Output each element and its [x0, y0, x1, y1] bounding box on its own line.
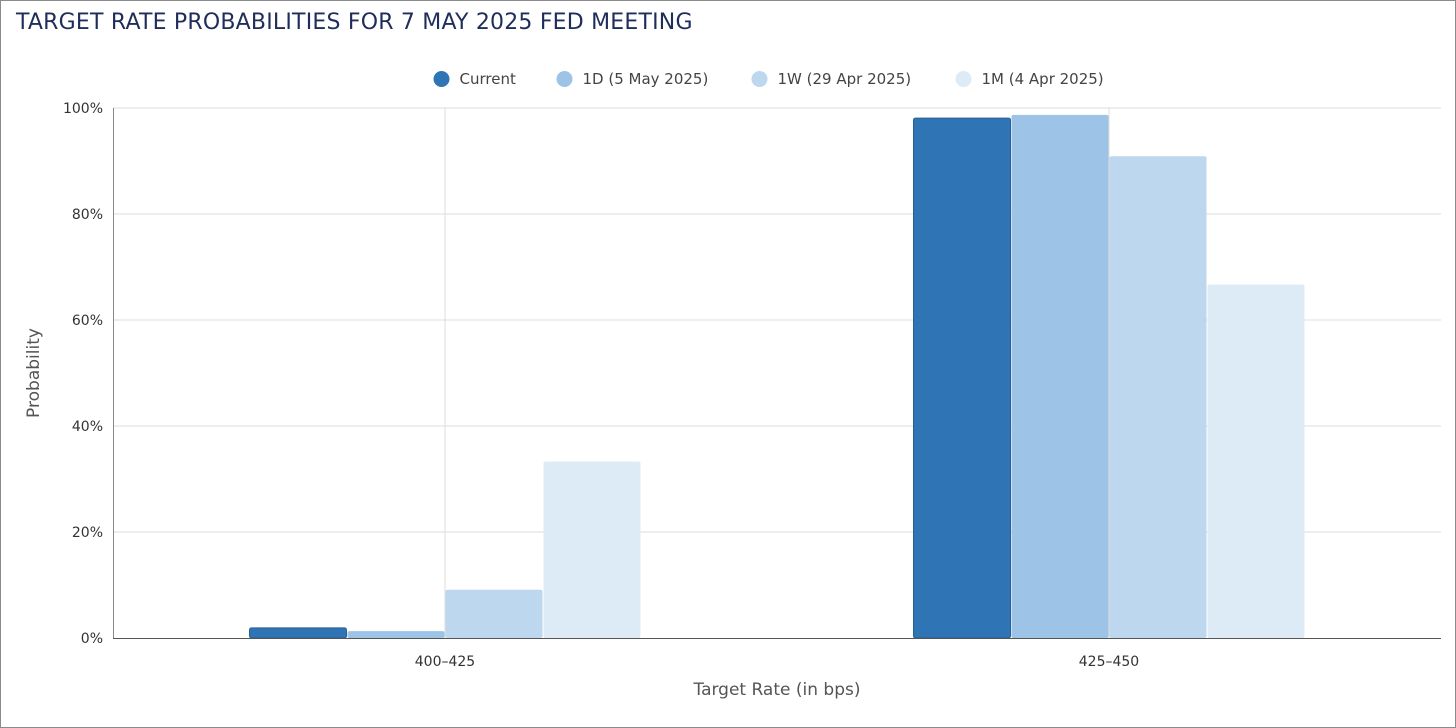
- bar[interactable]: [913, 117, 1011, 639]
- legend-label: 1M (4 Apr 2025): [982, 70, 1104, 88]
- bar[interactable]: [1109, 156, 1207, 639]
- y-axis-title: Probability: [24, 328, 44, 418]
- bar[interactable]: [543, 461, 641, 638]
- legend-item[interactable]: Current: [433, 70, 516, 88]
- bar[interactable]: [1011, 114, 1109, 638]
- y-tick-label: 20%: [72, 525, 103, 541]
- legend-marker-icon: [751, 71, 768, 87]
- x-axis: 400–425 425–450: [113, 108, 1441, 670]
- x-axis-title: Target Rate (in bps): [693, 680, 861, 700]
- y-tick-label: 60%: [72, 313, 103, 329]
- y-tick-label: 80%: [72, 207, 103, 223]
- bar[interactable]: [445, 589, 543, 638]
- legend-marker-icon: [955, 71, 972, 87]
- x-tick-label: 425–450: [1079, 654, 1139, 670]
- legend: Current 1D (5 May 2025) 1W (29 Apr 2025) 1M…: [433, 70, 1104, 88]
- legend-item[interactable]: 1W (29 Apr 2025): [751, 70, 912, 88]
- chart-title: TARGET RATE PROBABILITIES FOR 7 MAY 2025…: [16, 10, 693, 35]
- y-axis-ticks: 0% 20% 40% 60% 80% 100%: [63, 101, 103, 647]
- x-tick-label: 400–425: [415, 654, 475, 670]
- bar[interactable]: [249, 627, 347, 639]
- y-tick-label: 0%: [81, 631, 103, 647]
- legend-label: 1D (5 May 2025): [583, 70, 709, 88]
- bar[interactable]: [1207, 284, 1305, 638]
- legend-marker-icon: [556, 71, 573, 87]
- legend-item[interactable]: 1M (4 Apr 2025): [955, 70, 1104, 88]
- bars: [249, 114, 1305, 639]
- legend-label: 1W (29 Apr 2025): [778, 70, 912, 88]
- legend-item[interactable]: 1D (5 May 2025): [556, 70, 709, 88]
- legend-label: Current: [460, 70, 516, 88]
- y-tick-label: 40%: [72, 419, 103, 435]
- bar[interactable]: [347, 631, 445, 638]
- legend-marker-icon: [433, 71, 450, 87]
- y-tick-label: 100%: [63, 101, 103, 117]
